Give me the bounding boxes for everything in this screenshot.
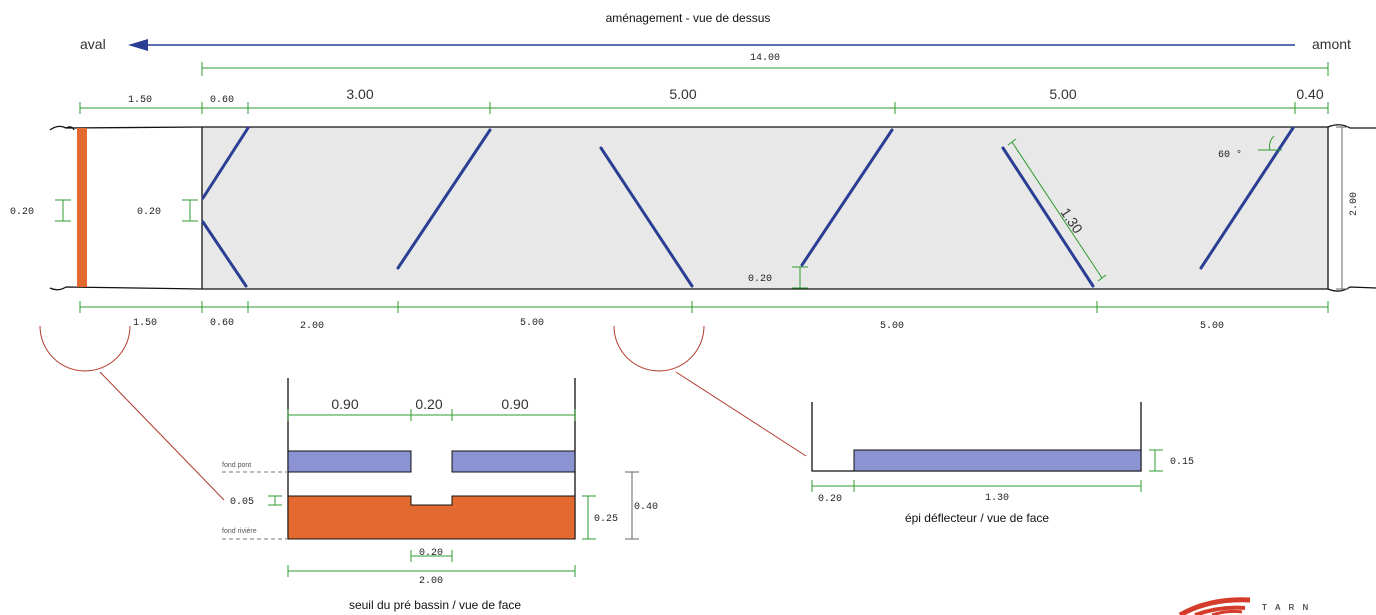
dim-deflector-length	[1007, 138, 1107, 282]
dim-top-chain	[79, 102, 1329, 114]
deflector-4	[800, 128, 894, 267]
dim-sill-height-label: 0.25	[594, 514, 618, 525]
dim-total-height-label: 0.40	[634, 502, 658, 513]
deflector-caption: épi déflecteur / vue de face	[905, 511, 1049, 525]
dim-bot-3: 2.00	[300, 321, 324, 332]
weir-front-view	[222, 378, 576, 540]
dim-bot-4: 5.00	[520, 318, 544, 329]
dim-weir-top-left: 0.90	[331, 396, 358, 412]
angle-label: 60 °	[1218, 149, 1242, 161]
weir-caption: seuil du pré bassin / vue de face	[349, 598, 521, 612]
dim-gap-left-label: 0.20	[10, 207, 34, 218]
dim-deflector-height-label: 0.15	[1170, 457, 1194, 468]
callout-deflector	[613, 325, 807, 457]
dim-notch-depth	[268, 495, 282, 506]
dim-total	[201, 62, 1329, 76]
dim-gap-entry	[182, 199, 198, 222]
dim-bot-1: 1.50	[133, 318, 157, 329]
bridge-slab-right	[451, 450, 576, 473]
dim-weir-top	[287, 409, 576, 421]
label-fond-riviere: fond rivière	[222, 528, 257, 535]
bridge-slab-left	[287, 450, 412, 473]
dim-sill-height	[582, 495, 596, 540]
dim-bot-2: 0.60	[210, 318, 234, 329]
dim-notch-width-label: 0.20	[419, 548, 443, 559]
weir-sill	[287, 495, 576, 540]
dim-weir-width-label: 2.00	[419, 576, 443, 587]
dim-weir-top-mid: 0.20	[415, 396, 442, 412]
dim-weir-width	[287, 565, 576, 577]
dim-top-6: 0.40	[1296, 86, 1323, 102]
dim-top-5: 5.00	[1049, 86, 1076, 102]
dim-top-3: 3.00	[346, 86, 373, 102]
arrow-head-icon	[128, 39, 148, 51]
dim-width-label: 2.00	[1349, 192, 1360, 216]
plan-title: aménagement - vue de dessus	[606, 11, 771, 25]
dim-deflector-length-front: 1.30	[985, 493, 1009, 504]
dim-top-4: 5.00	[669, 86, 696, 102]
dim-bot-6: 5.00	[1200, 321, 1224, 332]
deflector-2	[396, 128, 492, 270]
dim-notch-depth-label: 0.05	[230, 497, 254, 508]
tarn-logo: T A R N	[1178, 597, 1311, 615]
dim-total-height	[625, 471, 639, 540]
deflector-1b	[201, 220, 248, 288]
dim-weir-top-right: 0.90	[501, 396, 528, 412]
dim-top-1: 1.50	[128, 95, 152, 106]
dim-top-2: 0.60	[210, 95, 234, 106]
label-fond-pont: fond pont	[222, 462, 251, 469]
deflector-slab	[853, 449, 1142, 472]
dim-deflector-bottom	[811, 480, 1142, 492]
dim-deflector-height	[1149, 449, 1163, 472]
deflector-front-view	[811, 402, 1142, 472]
dim-gap-left	[55, 199, 71, 222]
dim-width	[1336, 126, 1348, 290]
flow-arrow	[128, 39, 1295, 51]
deflector-1a	[201, 126, 250, 200]
dim-gap-mid	[792, 266, 808, 289]
deflector-3	[599, 146, 694, 288]
dim-bottom-chain	[79, 301, 1329, 313]
weir-plan	[77, 128, 87, 287]
dim-gap-mid-label: 0.20	[748, 274, 772, 285]
break-line-left	[65, 126, 75, 131]
callout-weir	[39, 325, 225, 501]
channel-walls	[49, 124, 1376, 292]
deflector-6	[1199, 126, 1295, 270]
dim-total-label: 14.00	[750, 53, 780, 64]
angle-marker	[1258, 135, 1282, 151]
deflector-5	[1001, 146, 1095, 288]
dim-gap-entry-label: 0.20	[137, 207, 161, 218]
pass-deck	[202, 127, 1328, 289]
deflectors	[201, 126, 1295, 288]
dim-bot-5: 5.00	[880, 321, 904, 332]
label-amont: amont	[1312, 36, 1351, 52]
label-aval: aval	[80, 36, 106, 52]
logo-text: T A R N	[1262, 603, 1311, 612]
dim-deflector-gap-label: 0.20	[818, 494, 842, 505]
dim-notch-width	[410, 550, 453, 562]
